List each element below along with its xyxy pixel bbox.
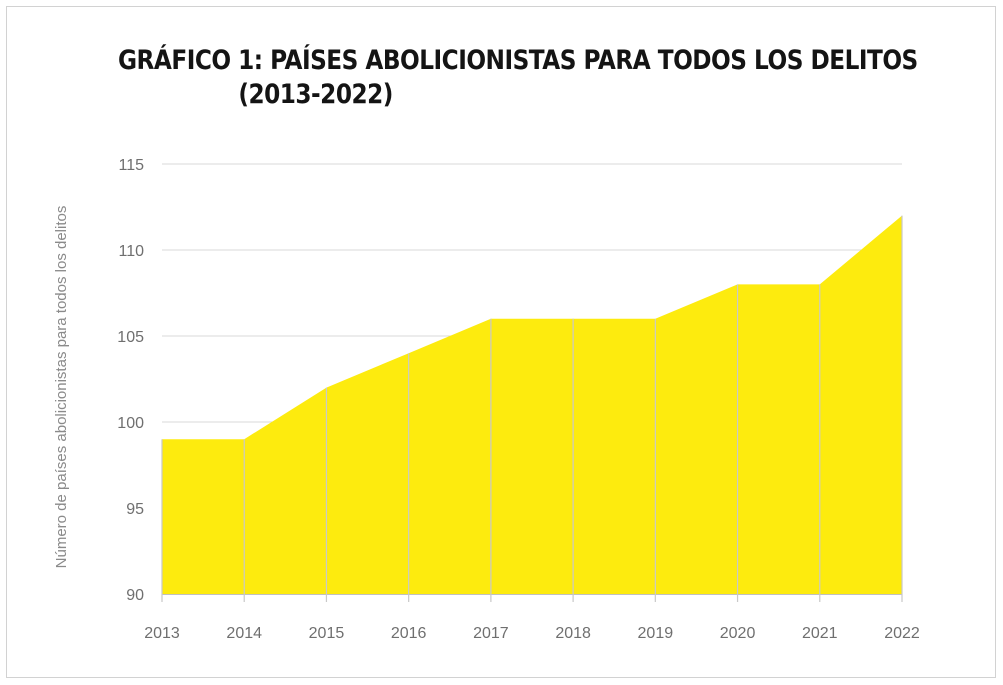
y-tick-label: 100 bbox=[117, 415, 144, 432]
chart-title-line2: (2013-2022) bbox=[238, 79, 393, 110]
year-dividers bbox=[161, 215, 903, 602]
chart-title-line1: GRÁFICO 1: PAÍSES ABOLICIONISTAS PARA TO… bbox=[118, 45, 918, 76]
y-axis-label: Número de países abolicionistas para tod… bbox=[53, 206, 70, 569]
x-tick-label: 2016 bbox=[391, 625, 427, 642]
x-tick-label: 2017 bbox=[473, 625, 509, 642]
x-tick-label: 2021 bbox=[802, 625, 838, 642]
area-fill bbox=[162, 215, 902, 594]
x-tick-label: 2013 bbox=[144, 625, 180, 642]
x-tick-label: 2018 bbox=[555, 625, 591, 642]
x-tick-label: 2020 bbox=[720, 625, 756, 642]
y-tick-label: 95 bbox=[126, 501, 144, 518]
y-axis-ticks: 90 95 100 105 110 115 bbox=[117, 157, 144, 604]
x-axis-ticks: 2013 2014 2015 2016 2017 2018 2019 2020 2021 2022 bbox=[144, 625, 920, 642]
chart-title: GRÁFICO 1: PAÍSES ABOLICIONISTAS PARA TO… bbox=[118, 44, 918, 112]
x-tick-label: 2022 bbox=[884, 625, 920, 642]
x-tick-label: 2019 bbox=[638, 625, 674, 642]
y-tick-label: 110 bbox=[118, 243, 144, 260]
y-tick-label: 115 bbox=[118, 157, 144, 174]
y-tick-label: 105 bbox=[117, 329, 144, 346]
x-tick-label: 2014 bbox=[226, 625, 262, 642]
x-tick-label: 2015 bbox=[309, 625, 345, 642]
area-series bbox=[162, 215, 902, 594]
y-tick-label: 90 bbox=[126, 587, 144, 604]
